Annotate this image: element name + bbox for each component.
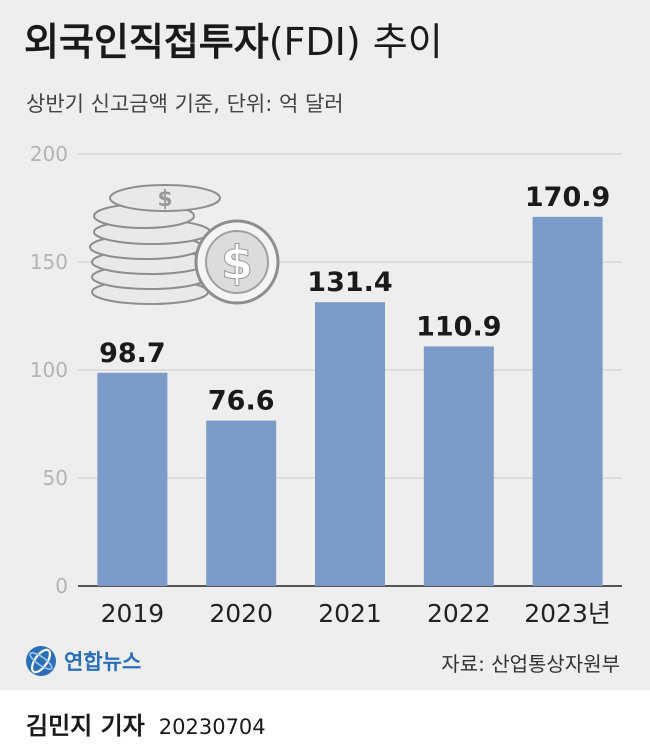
x-category-label: 2020 [209,599,273,628]
coin-stack-icon: $ $ [89,184,280,305]
bar [315,302,385,586]
x-category-label: 2022 [427,599,491,628]
author-name: 김민지 기자 [26,712,145,740]
x-category-label: 2021 [318,599,382,628]
bar [423,346,494,586]
yonhap-logo-icon [26,646,56,676]
bar-value-label: 131.4 [307,267,392,298]
byline: 김민지 기자 20230704 [26,706,266,741]
publish-date: 20230704 [158,715,266,739]
infographic-panel: 외국인직접투자(FDI) 추이 상반기 신고금액 기준, 단위: 억 달러 0 5… [0,0,650,690]
chart-title-sub: (FDI) 추이 [268,20,443,64]
yonhap-logo: 연합뉴스 [24,643,141,679]
svg-text:$: $ [157,187,172,212]
y-tick-label: 200 [30,142,68,166]
logo-text: 연합뉴스 [64,650,142,674]
x-category-label: 2023년 [524,599,611,628]
bar-value-label: 170.9 [525,182,610,213]
bar [97,372,168,586]
chart-title-main: 외국인직접투자 [24,20,269,64]
source-note: 자료: 산업통상자원부 [441,652,620,676]
bar-value-label: 110.9 [416,311,501,342]
bar [532,216,603,586]
bar-chart: 0 50 100 150 200 $ $ 98.7 2019 76.6 2020 131.4 20… [30,142,622,628]
x-category-label: 2019 [101,599,165,628]
bar-value-label: 98.7 [99,338,166,369]
svg-text:$: $ [221,236,253,290]
bar-value-label: 76.6 [208,386,275,417]
y-tick-label: 0 [55,574,68,598]
chart-title: 외국인직접투자(FDI) 추이 [24,18,443,66]
y-tick-label: 100 [30,358,68,382]
bars-layer: 98.7 2019 76.6 2020 131.4 2021 110.9 2022 170.9 2… [97,182,611,628]
bar [206,420,277,586]
chart-subtitle: 상반기 신고금액 기준, 단위: 억 달러 [26,92,344,116]
y-tick-label: 150 [30,250,68,274]
y-tick-label: 50 [43,466,68,490]
